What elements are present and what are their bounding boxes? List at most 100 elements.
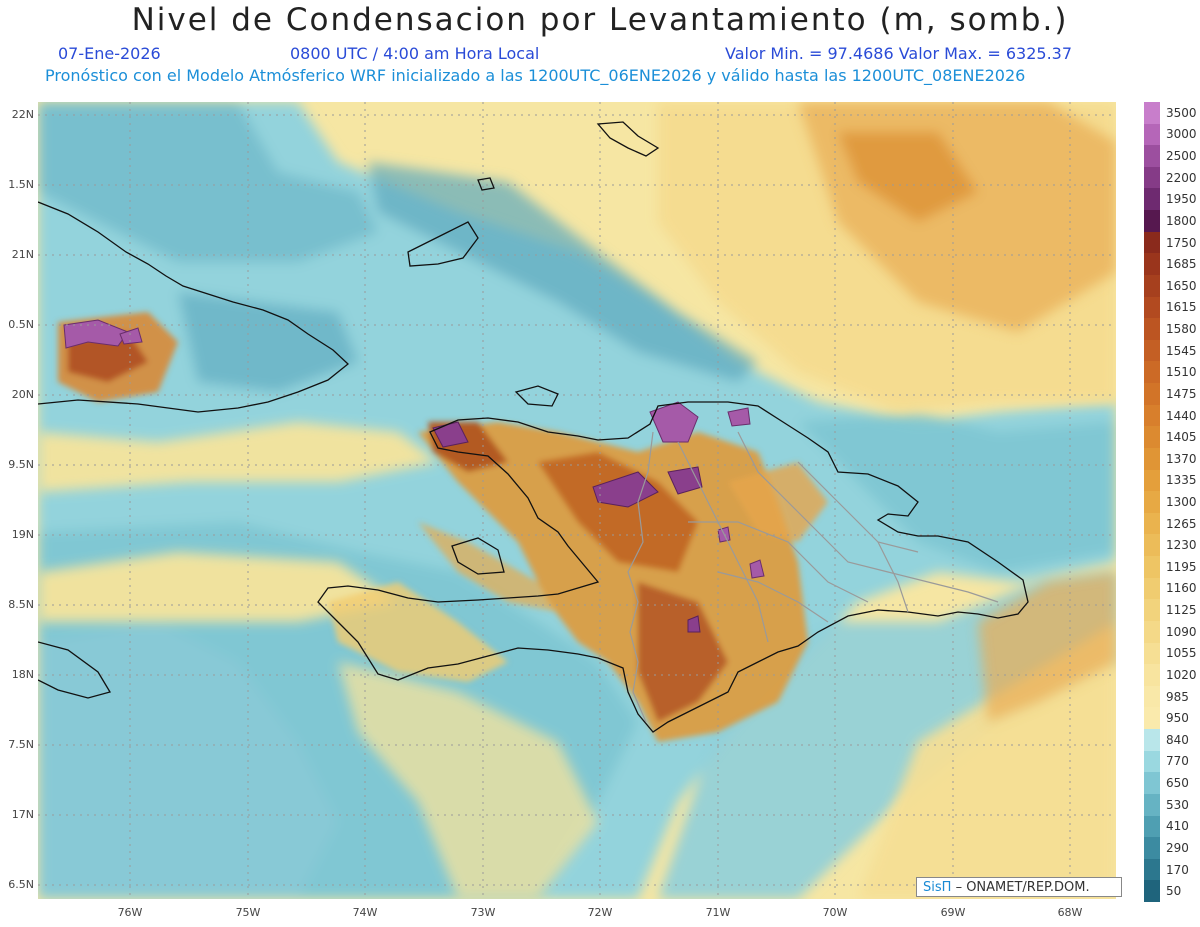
lat-label: 20N bbox=[11, 388, 34, 401]
colorbar-label: 3000 bbox=[1166, 127, 1197, 142]
colorbar-swatch bbox=[1144, 383, 1160, 406]
colorbar-swatch bbox=[1144, 469, 1160, 492]
colorbar-swatch bbox=[1144, 404, 1160, 427]
colorbar-swatch bbox=[1144, 102, 1160, 125]
lat-label: 9.5N bbox=[8, 458, 34, 471]
coast-tortuga bbox=[514, 385, 559, 407]
colorbar-swatch bbox=[1144, 491, 1160, 514]
colorbar-swatch bbox=[1144, 858, 1160, 881]
colorbar-label: 1020 bbox=[1166, 667, 1197, 682]
lon-label: 68W bbox=[1057, 906, 1083, 919]
colorbar-swatch bbox=[1144, 534, 1160, 557]
colorbar-swatch bbox=[1144, 664, 1160, 687]
coast-turks bbox=[596, 121, 660, 157]
coast-gonave bbox=[451, 537, 505, 575]
lat-label: 1.5N bbox=[8, 178, 34, 191]
lon-label: 74W bbox=[352, 906, 378, 919]
lat-label: 21N bbox=[11, 248, 34, 261]
credits-logo: SisΠ – ONAMET/REP.DOM. bbox=[916, 877, 1122, 897]
coast-cuba bbox=[37, 201, 349, 413]
lon-label: 72W bbox=[587, 906, 613, 919]
coast-inagua bbox=[407, 221, 479, 267]
map-title: Nivel de Condensacion por Levantamiento … bbox=[131, 2, 1069, 38]
colorbar-swatch bbox=[1144, 145, 1160, 168]
colorbar-swatch bbox=[1144, 750, 1160, 773]
lat-label: 18N bbox=[11, 668, 34, 681]
colorbar-label: 1125 bbox=[1166, 603, 1197, 618]
colorbar-label: 1405 bbox=[1166, 430, 1197, 445]
lon-label: 69W bbox=[940, 906, 966, 919]
colorbar-label: 410 bbox=[1166, 819, 1189, 834]
colorbar-label: 950 bbox=[1166, 711, 1189, 726]
colorbar-swatch bbox=[1144, 837, 1160, 860]
colorbar-label: 170 bbox=[1166, 862, 1189, 877]
colorbar-label: 1055 bbox=[1166, 646, 1197, 661]
colorbar-label: 50 bbox=[1166, 884, 1182, 899]
colorbar-swatch bbox=[1144, 210, 1160, 233]
colorbar-swatch bbox=[1144, 772, 1160, 795]
coast-hispaniola bbox=[317, 401, 1029, 733]
colorbar-label: 1370 bbox=[1166, 451, 1197, 466]
colorbar-swatch bbox=[1144, 685, 1160, 708]
lat-label: 22N bbox=[11, 108, 34, 121]
model-info: Pronóstico con el Modelo Atmósferico WRF… bbox=[45, 66, 1026, 85]
colorbar-swatch bbox=[1144, 339, 1160, 362]
colorbar bbox=[1144, 102, 1160, 903]
lat-label: 8.5N bbox=[8, 598, 34, 611]
colorbar-swatch bbox=[1144, 231, 1160, 254]
colorbar-label: 1510 bbox=[1166, 365, 1197, 380]
colorbar-swatch bbox=[1144, 253, 1160, 276]
colorbar-swatch bbox=[1144, 620, 1160, 644]
lon-label: 70W bbox=[822, 906, 848, 919]
colorbar-swatch bbox=[1144, 815, 1160, 838]
colorbar-label: 1195 bbox=[1166, 559, 1197, 574]
min-max-values: Valor Min. = 97.4686 Valor Max. = 6325.3… bbox=[725, 44, 1073, 63]
colorbar-swatch bbox=[1144, 318, 1160, 341]
colorbar-label: 840 bbox=[1166, 732, 1189, 747]
colorbar-swatch bbox=[1144, 642, 1160, 665]
lat-label: 0.5N bbox=[8, 318, 34, 331]
sis-logo-text: SisΠ bbox=[923, 880, 952, 895]
colorbar-swatch bbox=[1144, 599, 1160, 622]
colorbar-label: 1300 bbox=[1166, 495, 1197, 509]
lon-label: 76W bbox=[117, 906, 143, 919]
lat-label: 19N bbox=[11, 528, 34, 541]
colorbar-label: 985 bbox=[1166, 689, 1189, 704]
colorbar-swatch bbox=[1144, 512, 1160, 535]
colorbar-label: 530 bbox=[1166, 797, 1189, 812]
colorbar-swatch bbox=[1144, 556, 1160, 579]
colorbar-swatch bbox=[1144, 707, 1160, 730]
map-canvas bbox=[37, 102, 1116, 899]
colorbar-swatch bbox=[1144, 729, 1160, 752]
coastlines bbox=[37, 121, 1029, 733]
coast-jamaica bbox=[37, 641, 111, 699]
colorbar-label: 650 bbox=[1166, 776, 1189, 791]
colorbar-label: 1475 bbox=[1166, 386, 1197, 401]
colorbar-label: 1580 bbox=[1166, 322, 1197, 337]
colorbar-label: 1950 bbox=[1166, 192, 1197, 207]
lat-label: 7.5N bbox=[8, 738, 34, 751]
colorbar-label: 1800 bbox=[1166, 213, 1197, 228]
forecast-time: 0800 UTC / 4:00 am Hora Local bbox=[290, 44, 540, 63]
colorbar-label: 290 bbox=[1166, 840, 1189, 855]
org-text: – ONAMET/REP.DOM. bbox=[955, 880, 1090, 895]
lon-label: 71W bbox=[705, 906, 731, 919]
coast-cay bbox=[477, 177, 495, 191]
lcl-field-purple bbox=[63, 319, 765, 633]
colorbar-swatch bbox=[1144, 880, 1160, 903]
colorbar-swatch bbox=[1144, 166, 1160, 189]
province-boundaries bbox=[627, 431, 999, 723]
colorbar-label: 2500 bbox=[1166, 149, 1197, 164]
colorbar-label: 1265 bbox=[1166, 516, 1197, 531]
colorbar-label: 1160 bbox=[1166, 581, 1197, 596]
colorbar-label: 1650 bbox=[1166, 278, 1197, 293]
lon-label: 73W bbox=[470, 906, 496, 919]
lat-label: 6.5N bbox=[8, 878, 34, 891]
colorbar-label: 1230 bbox=[1166, 538, 1197, 553]
colorbar-label: 1545 bbox=[1166, 343, 1197, 358]
colorbar-label: 1685 bbox=[1166, 257, 1197, 272]
forecast-date: 07-Ene-2026 bbox=[58, 44, 161, 63]
colorbar-swatch bbox=[1144, 123, 1160, 146]
colorbar-label: 1090 bbox=[1166, 624, 1197, 639]
colorbar-label: 1615 bbox=[1166, 300, 1197, 315]
